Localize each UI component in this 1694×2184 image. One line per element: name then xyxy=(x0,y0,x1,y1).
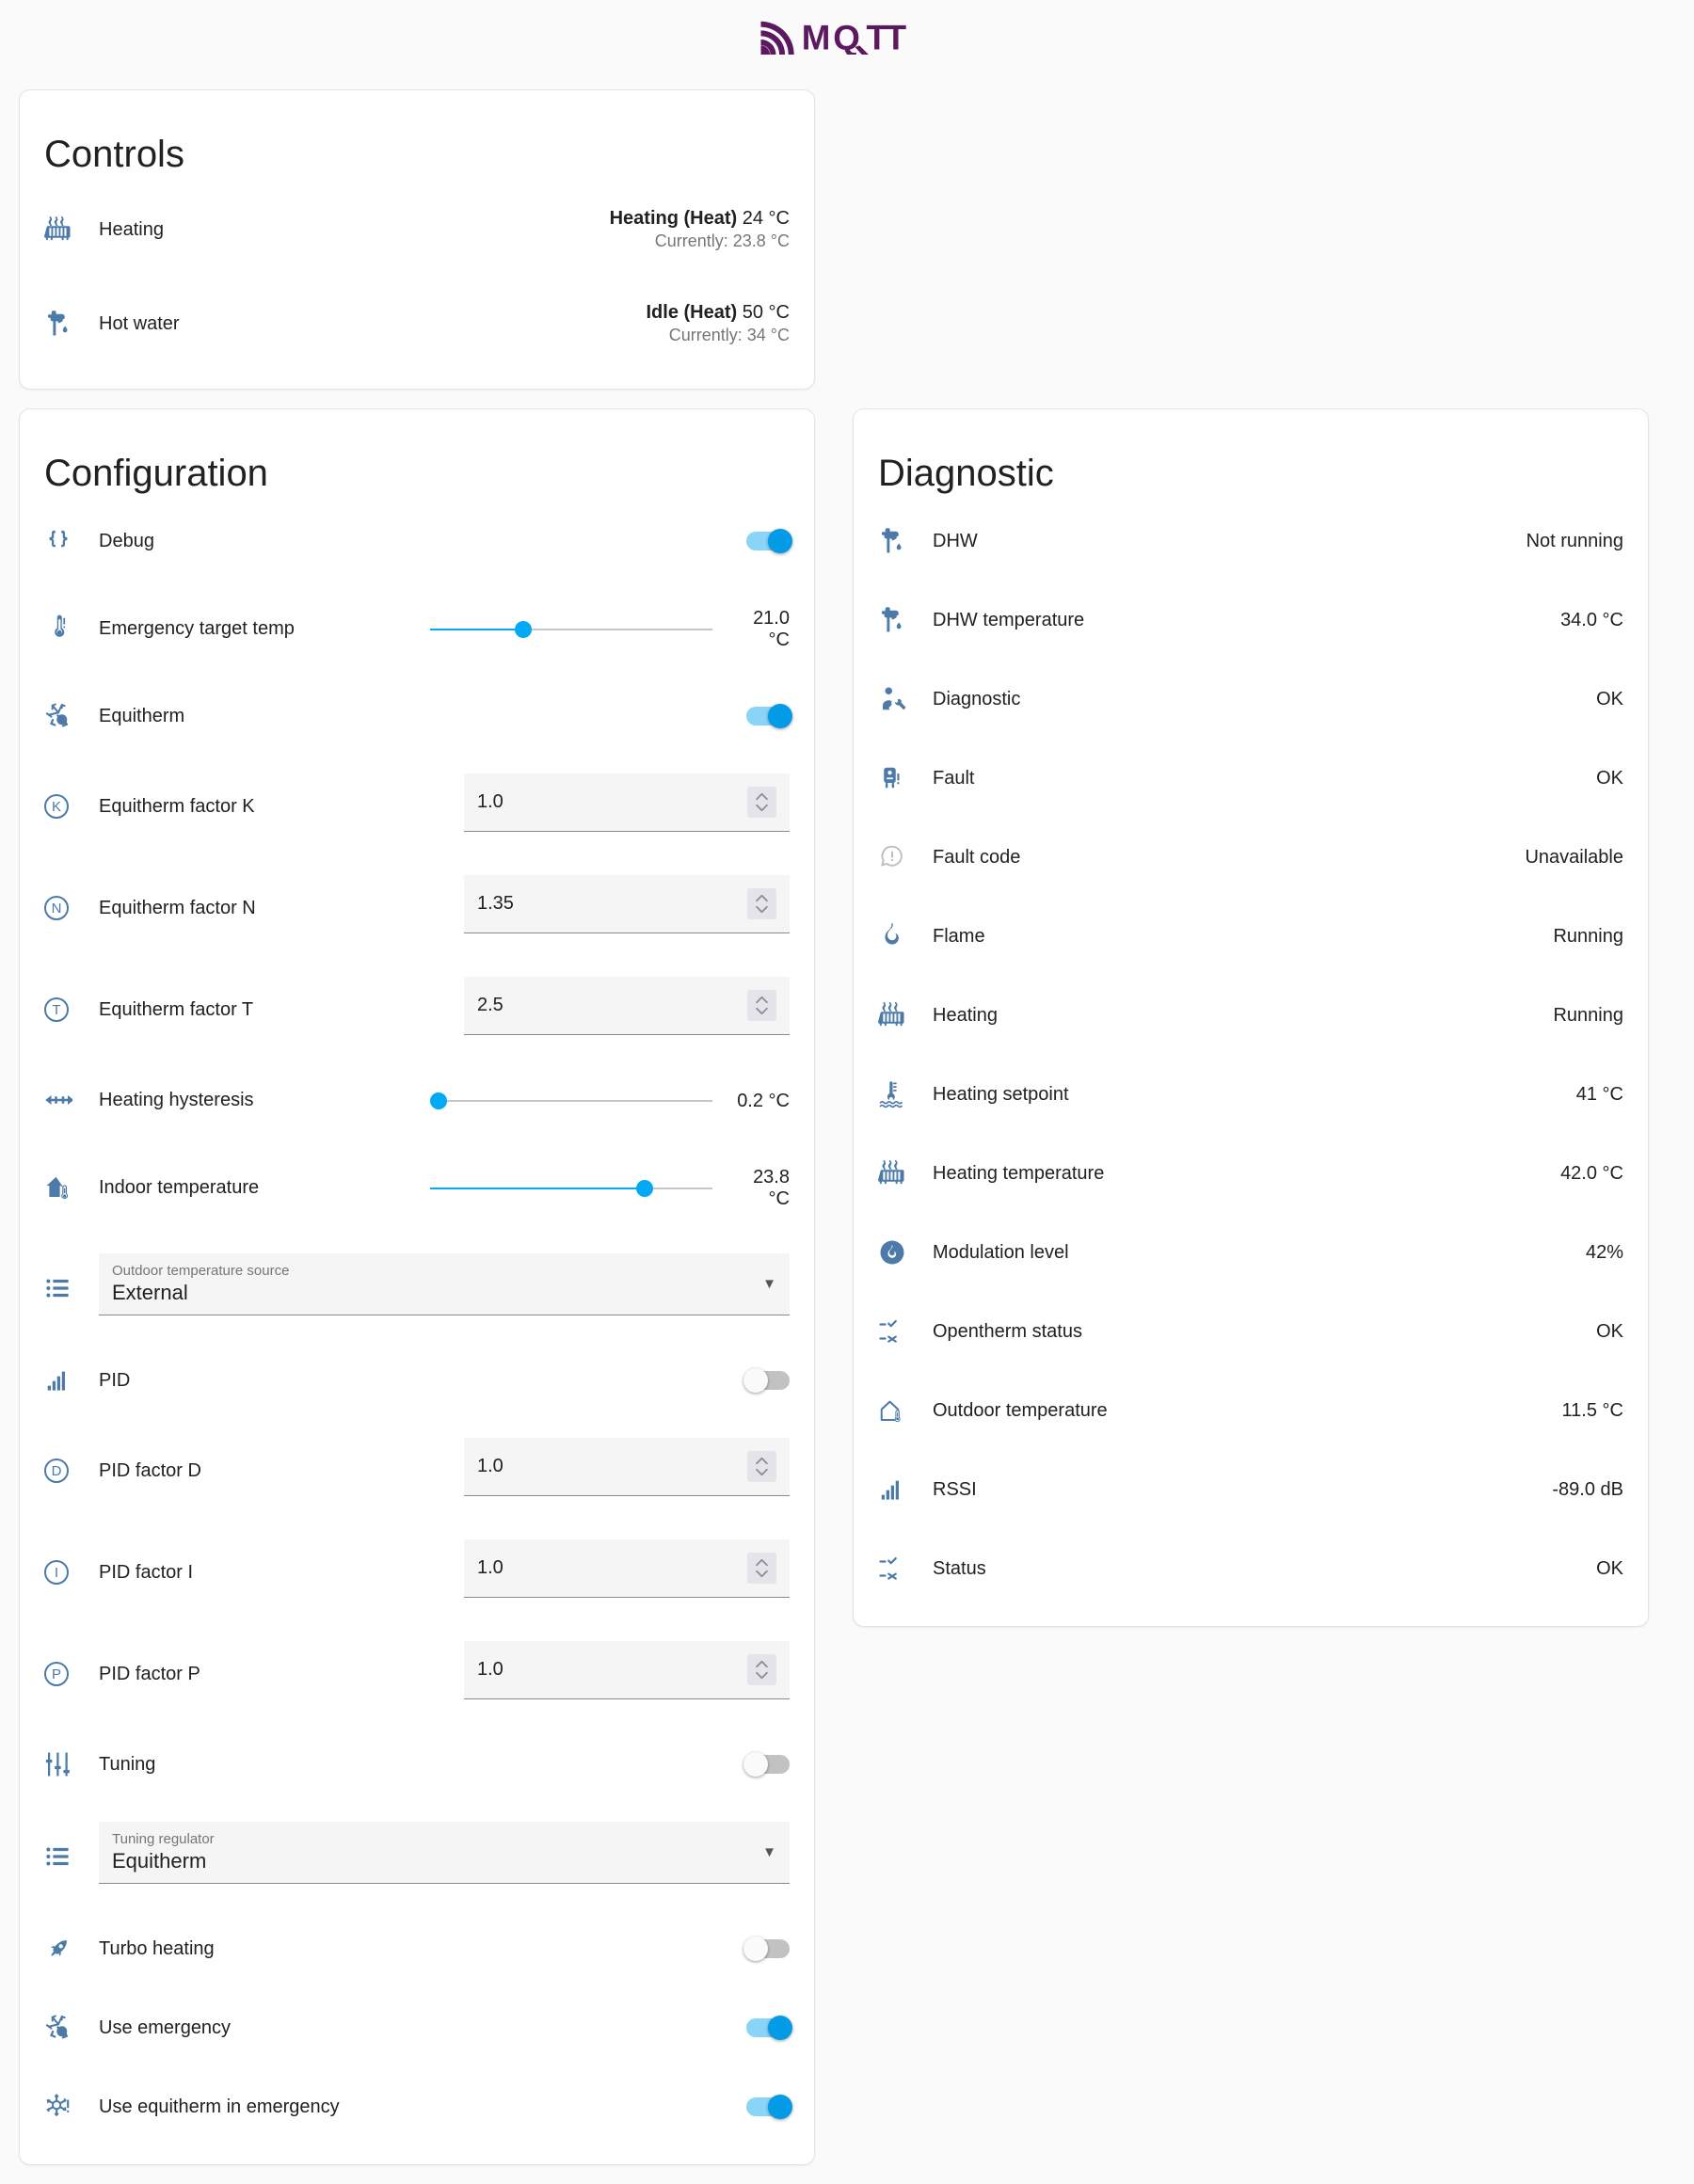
svg-text:Q: Q xyxy=(833,18,859,55)
svg-text:M: M xyxy=(801,18,828,55)
svg-text:TT: TT xyxy=(866,18,906,55)
